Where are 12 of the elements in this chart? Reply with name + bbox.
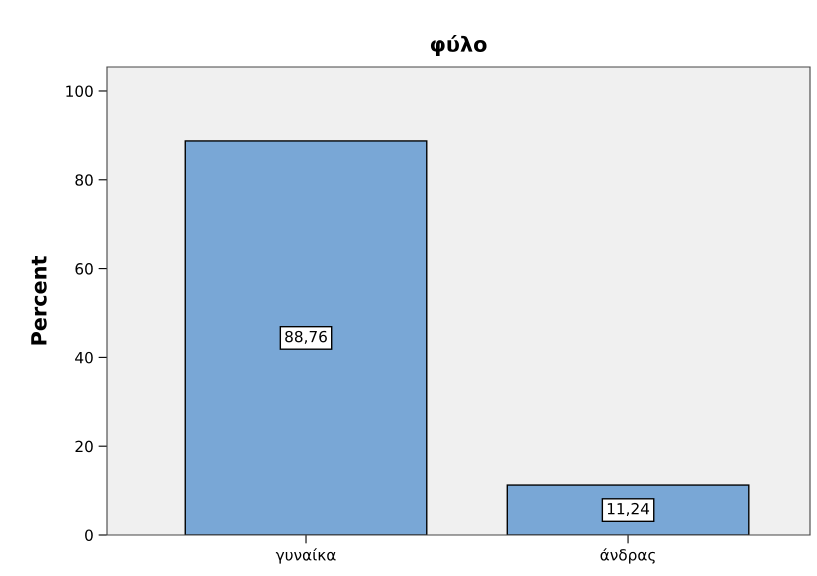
y-tick-label: 60 — [75, 263, 93, 275]
y-tick-label: 0 — [85, 529, 93, 542]
data-label: 11,24 — [608, 502, 650, 516]
data-label: 88,76 — [285, 330, 327, 344]
y-tick-label: 40 — [75, 352, 93, 364]
y-axis-title: Percent — [31, 256, 47, 345]
y-tick-label: 80 — [75, 174, 93, 186]
y-tick-label: 20 — [75, 440, 93, 452]
x-tick-label: άνδρας — [600, 548, 655, 564]
chart-title: φύλο — [430, 35, 487, 56]
x-tick-label: γυναίκα — [276, 548, 336, 564]
y-tick-label: 100 — [66, 85, 93, 97]
